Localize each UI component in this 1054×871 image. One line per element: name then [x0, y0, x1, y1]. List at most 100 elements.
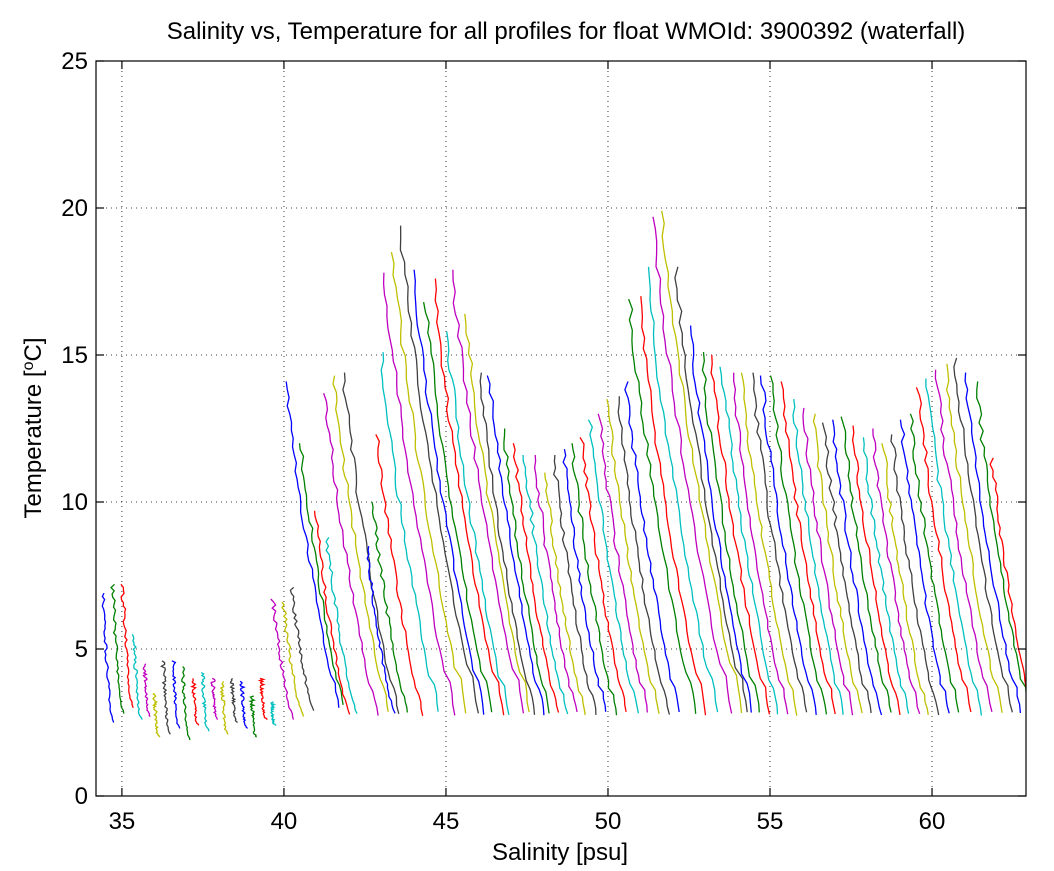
profile-line [544, 472, 586, 716]
profile-line [597, 413, 648, 713]
profile-line [579, 436, 627, 713]
profile-line [945, 363, 1003, 713]
y-tick-label: 5 [75, 636, 88, 663]
axis-ticks [96, 60, 1026, 797]
chart-title: Salinity vs, Temperature for all profile… [167, 18, 966, 45]
profile-line [452, 269, 525, 714]
profile-line [399, 225, 480, 714]
profile-line [780, 381, 836, 715]
profile-line [802, 407, 854, 716]
profile-series-group [101, 210, 1026, 741]
profile-line [322, 392, 379, 716]
profile-line [229, 677, 238, 724]
profile-line [552, 454, 597, 715]
profile-line [617, 396, 671, 715]
profile-line [200, 671, 210, 732]
y-tick-label: 0 [75, 783, 88, 810]
profile-line [190, 678, 200, 726]
profile-line [120, 583, 134, 709]
profile-line [486, 375, 545, 716]
profile-line [674, 266, 748, 713]
x-tick-label: 55 [757, 808, 784, 835]
profile-line [562, 448, 607, 712]
profile-line [571, 443, 618, 716]
profile-line [464, 313, 530, 713]
profile-line [512, 443, 560, 713]
profile-line [371, 501, 408, 713]
profile-line [851, 425, 901, 716]
profile-line [239, 680, 249, 729]
profile-line [624, 381, 680, 713]
x-tick-label: 35 [109, 808, 136, 835]
profile-line [434, 278, 505, 716]
profile-line [881, 443, 929, 716]
profile-line [446, 331, 510, 716]
y-axis-label-end: C] [20, 338, 47, 362]
profile-line [652, 216, 733, 714]
profile-line [160, 660, 171, 735]
profile-line [422, 301, 493, 713]
profile-line [925, 378, 983, 716]
profile-line [821, 422, 872, 714]
profile-line [740, 372, 798, 716]
profile-line [964, 372, 1022, 714]
profile-line [533, 454, 578, 713]
profile-line [210, 677, 219, 720]
profile-line [606, 398, 660, 714]
y-tick-label: 15 [61, 342, 88, 369]
profile-line [627, 298, 697, 714]
profile-line [131, 633, 143, 720]
profile-line [840, 416, 892, 713]
profile-line [934, 369, 993, 712]
profile-line [769, 375, 828, 715]
profile-line [976, 381, 1026, 697]
profile-line [342, 372, 400, 714]
x-tick-label: 50 [595, 808, 622, 835]
profile-line [181, 666, 191, 741]
profile-line [733, 372, 789, 715]
profile-line [587, 419, 640, 714]
y-axis-label-sup: o [20, 361, 37, 370]
x-tick-label: 45 [433, 808, 460, 835]
profile-line [503, 428, 550, 714]
profile-line [375, 434, 424, 716]
profile-line [872, 428, 921, 715]
x-tick-label: 40 [271, 808, 298, 835]
profile-line [832, 419, 883, 716]
profile-line [332, 375, 389, 712]
grid-lines [96, 61, 1026, 796]
profile-line [862, 437, 910, 714]
profile-line [248, 695, 258, 738]
y-axis-label: Temperature [oC] [20, 338, 48, 519]
profile-line [953, 357, 1014, 713]
profile-line [640, 296, 707, 716]
y-tick-label: 20 [61, 195, 88, 222]
profile-line [285, 381, 340, 708]
profile-line [989, 457, 1026, 689]
x-tick-label: 60 [919, 808, 946, 835]
profile-line [909, 413, 960, 713]
profile-line [298, 443, 344, 706]
y-tick-label: 25 [61, 48, 88, 75]
axis-tick-labels: 35 40 45 50 55 60 0 5 10 15 20 25 [61, 48, 945, 835]
profile-line [812, 413, 863, 714]
x-axis-label: Salinity [psu] [492, 839, 628, 866]
plot-frame [95, 60, 1027, 797]
profile-line [719, 366, 779, 715]
profile-line [270, 598, 295, 720]
profile-line [647, 266, 719, 713]
profile-line [689, 325, 752, 713]
profile-line [270, 701, 277, 726]
profile-line [366, 546, 396, 714]
profile-line [380, 352, 439, 712]
profile-line [915, 387, 972, 713]
profile-line [479, 372, 536, 715]
profile-line [792, 399, 844, 715]
profile-line [219, 681, 229, 735]
profile-line [890, 434, 940, 716]
profile-line [390, 251, 467, 714]
profile-line [382, 272, 456, 716]
profile-line [710, 354, 771, 715]
